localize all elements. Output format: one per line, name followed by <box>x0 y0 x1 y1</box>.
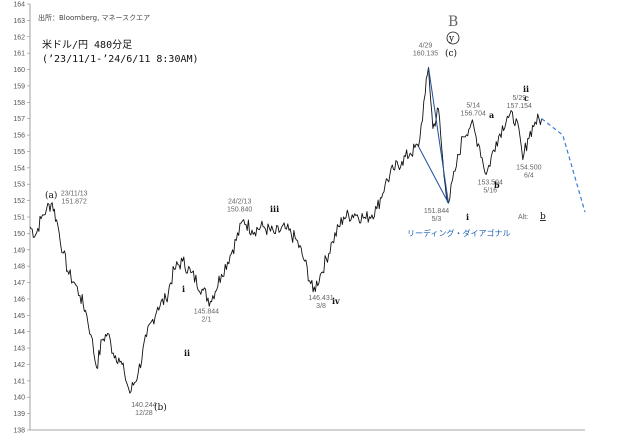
price-label-high-may14: 5/14 <box>466 103 480 110</box>
y-tick-label: 138 <box>13 428 25 435</box>
price-label-low-jun4: 6/4 <box>524 173 534 180</box>
y-tick-label: 163 <box>13 18 25 25</box>
wave-i-1-label: i <box>182 284 185 294</box>
y-tick-label: 145 <box>13 313 25 320</box>
price-label-low-mar: 3/8 <box>316 303 326 310</box>
price-label-high-may29: 157.154 <box>507 103 532 110</box>
price-label-b-low: 140.244 <box>131 402 156 409</box>
price-label-low-may3: 5/3 <box>432 216 442 223</box>
y-tick-label: 161 <box>13 51 25 58</box>
y-tick-label: 155 <box>13 149 25 156</box>
y-tick-label: 142 <box>13 362 25 369</box>
wave-a-small-label: a <box>489 110 494 120</box>
alt-label: Alt: <box>518 214 528 221</box>
price-label-low-may16: 153.594 <box>478 179 503 186</box>
leading-diagonal-label: リーディング・ダイアゴナル <box>407 228 510 238</box>
y-tick-label: 160 <box>13 67 25 74</box>
wave-b-label: (b) <box>154 402 167 413</box>
price-label-low-feb: 2/1 <box>202 316 212 323</box>
wave-iv-label: iv <box>332 296 340 306</box>
price-label-low-jun4: 154.500 <box>516 165 541 172</box>
y-tick-label: 149 <box>13 247 25 254</box>
wave-c-label: (c) <box>445 48 457 59</box>
y-tick-label: 159 <box>13 83 25 90</box>
forecast-path <box>541 118 586 213</box>
wave-i-2-label: i <box>466 212 469 222</box>
wave-y-label: y <box>448 34 455 44</box>
y-tick-label: 164 <box>13 2 25 9</box>
y-tick-label: 156 <box>13 133 25 140</box>
source-note: 出所：Bloomberg, マネースクエア <box>38 13 150 22</box>
y-tick-label: 140 <box>13 395 25 402</box>
y-tick-label: 154 <box>13 165 25 172</box>
price-label-a-peak: 23/11/13 <box>61 191 88 198</box>
wave-ii-2-label: ii <box>523 84 529 94</box>
wave-iii-label: iii <box>270 204 279 214</box>
price-label-peak-apr: 4/29 <box>419 42 433 49</box>
wave-c-small-label: c <box>524 93 529 103</box>
price-label-peak-apr: 160.135 <box>413 50 438 57</box>
y-tick-label: 151 <box>13 215 25 222</box>
price-label-high-may29: 5/29 <box>512 95 526 102</box>
price-label-high-feb: 24/2/13 <box>228 199 251 206</box>
chart-subtitle: (’23/11/1-’24/6/11 8:30AM) <box>42 54 199 65</box>
y-axis: 138 139 140 141 142 143 144 145 146 147 148 149 150 1… <box>13 2 585 435</box>
y-tick-label: 139 <box>13 411 25 418</box>
y-tick-label: 162 <box>13 34 25 41</box>
wave-a-label: (a) <box>45 190 57 201</box>
price-series <box>29 66 543 394</box>
y-tick-label: 153 <box>13 182 25 189</box>
diagonal-line <box>418 146 449 204</box>
price-label-low-may16: 5/16 <box>483 187 497 194</box>
alt-wave-label: b <box>540 212 546 222</box>
price-line <box>29 66 543 394</box>
chart-title: 米ドル/円 480分足 <box>42 38 132 51</box>
price-label-low-mar: 146.431 <box>308 295 333 302</box>
diagonal-line <box>427 67 449 204</box>
price-label-low-may3: 151.844 <box>424 208 449 215</box>
price-label-low-feb: 145.844 <box>194 308 219 315</box>
price-label-high-feb: 150.840 <box>227 207 252 214</box>
wave-B-label: B <box>448 14 458 30</box>
y-tick-label: 148 <box>13 264 25 271</box>
forecast-line <box>541 118 586 213</box>
wave-ii-1-label: ii <box>184 348 190 358</box>
y-tick-label: 141 <box>13 378 25 385</box>
y-tick-label: 157 <box>13 116 25 123</box>
price-label-high-may14: 156.704 <box>461 111 486 118</box>
y-tick-label: 152 <box>13 198 25 205</box>
leading-diagonal-lines <box>418 67 449 204</box>
price-label-b-low: 12/28 <box>135 410 153 417</box>
y-tick-label: 158 <box>13 100 25 107</box>
wave-b-small-label: b <box>494 180 500 190</box>
y-tick-label: 150 <box>13 231 25 238</box>
y-tick-label: 144 <box>13 329 25 336</box>
y-tick-label: 146 <box>13 296 25 303</box>
y-tick-label: 143 <box>13 346 25 353</box>
price-label-a-peak: 151.872 <box>62 199 87 206</box>
wave-y-circle <box>446 31 460 45</box>
y-tick-label: 147 <box>13 280 25 287</box>
